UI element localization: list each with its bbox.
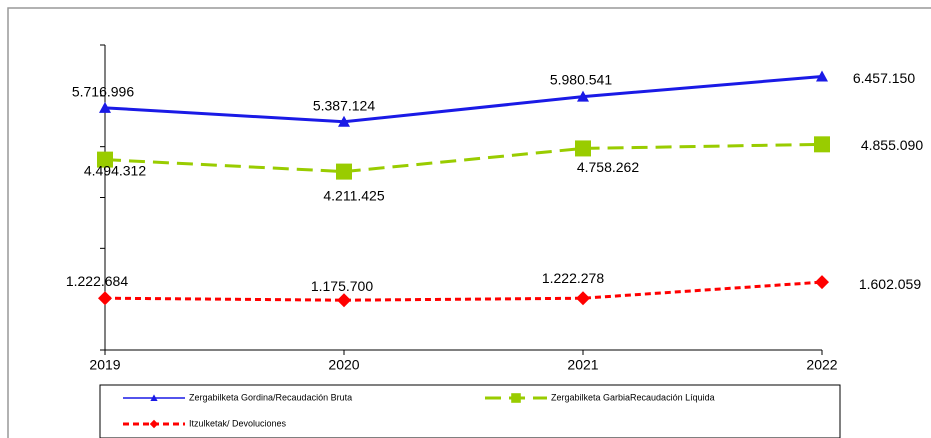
data-label: 1.175.700 (311, 278, 373, 294)
data-point (816, 70, 828, 82)
data-point (577, 90, 589, 102)
data-label: 4.494.312 (84, 162, 146, 178)
x-tick-label: 2019 (89, 357, 120, 373)
x-tick-label: 2020 (328, 357, 359, 373)
data-point (814, 136, 830, 153)
data-point (99, 101, 111, 113)
legend-box (99, 384, 841, 438)
data-point (337, 293, 351, 308)
data-point (97, 151, 113, 168)
chart-frame (7, 7, 931, 438)
legend-marker (150, 394, 158, 401)
x-tick-label: 2021 (567, 357, 598, 373)
data-label: 4.855.090 (861, 137, 923, 153)
data-point (336, 163, 352, 180)
data-point (576, 291, 590, 306)
data-label: 4.211.425 (323, 187, 384, 203)
x-tick-label: 2022 (806, 357, 837, 373)
series-line (104, 74, 823, 124)
data-label: 1.602.059 (859, 276, 921, 292)
data-label: 5.980.541 (550, 71, 612, 87)
data-point (815, 275, 829, 290)
legend-marker (511, 393, 521, 403)
data-label: 5.716.996 (72, 84, 134, 100)
data-label: 4.758.262 (577, 159, 639, 175)
data-point (575, 140, 591, 157)
data-point (338, 115, 350, 127)
data-point (98, 291, 112, 306)
data-label: 1.222.278 (542, 270, 604, 286)
legend-label: Zergabilketa Gordina/Recaudación Bruta (189, 392, 352, 402)
legend-label: Itzulketak/ Devoluciones (189, 418, 287, 428)
legend-label: Zergabilketa GarbiaRecaudación Líquida (551, 392, 715, 402)
data-label: 6.457.150 (853, 70, 915, 86)
data-label: 1.222.684 (66, 273, 128, 289)
data-label: 5.387.124 (313, 97, 375, 113)
